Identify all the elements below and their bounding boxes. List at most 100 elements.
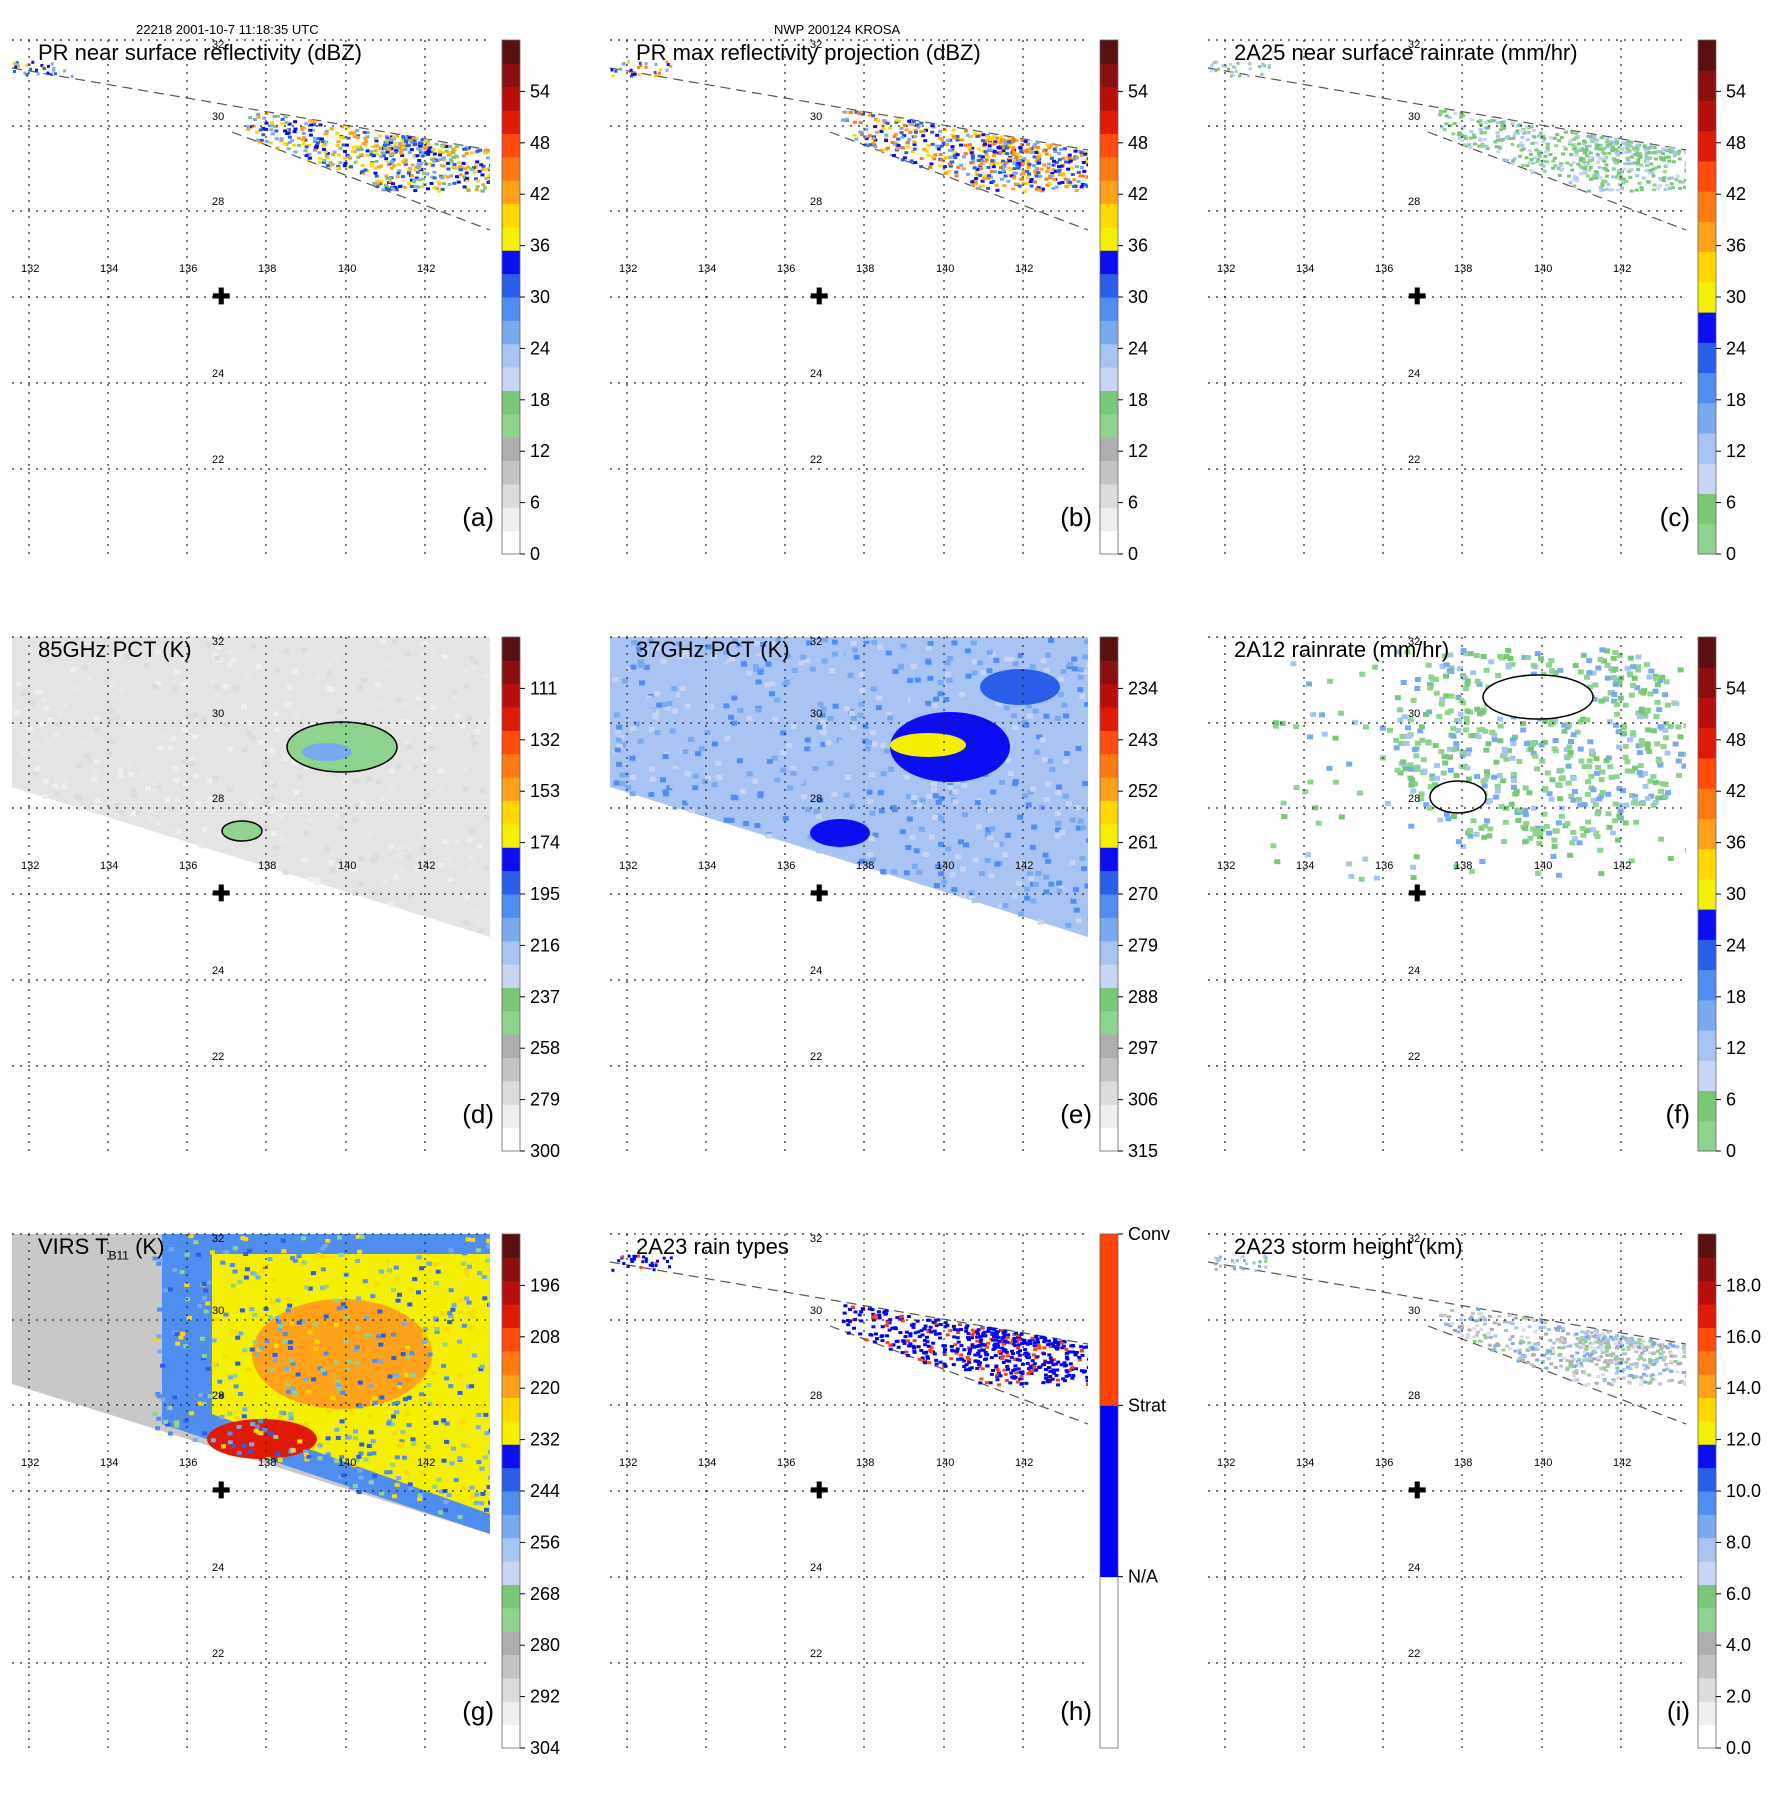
colorbar-tick-label: 36 [1128,236,1148,256]
lon-label: 140 [936,860,954,872]
plus-icon: ✚ [212,881,230,906]
panel-label: (g) [462,1696,494,1727]
panel-label: (a) [462,502,494,533]
colorbar-segment [502,1584,520,1608]
colorbar-tick-label: 0 [1726,544,1736,564]
colorbar-tick-label: 279 [530,1090,560,1110]
colorbar-segment [1100,1104,1118,1128]
colorbar-tick-label: 12 [1726,1038,1746,1058]
colorbar-segment [1698,1351,1716,1375]
colorbar-segment [502,847,520,871]
colorbar-segment [1698,728,1716,759]
colorbar-segment [502,1104,520,1128]
colorbar-tick-label: 42 [530,184,550,204]
colorbar-tick-label: 0 [530,544,540,564]
lat-label: 22 [1408,1051,1420,1063]
panel-title: VIRS TB11 (K) [38,1234,164,1262]
colorbar-segment [502,1514,520,1538]
colorbar-segment [1100,754,1118,778]
lon-label: 134 [100,860,118,872]
lat-label: 30 [212,1305,224,1317]
colorbar-segment [1100,484,1118,508]
colorbar-segment [1698,1281,1716,1305]
colorbar-tick-label: 0 [1726,1141,1736,1161]
lon-label: 134 [1296,263,1314,275]
panel-title: 2A23 storm height (km) [1234,1234,1463,1260]
lon-label: 142 [417,263,435,275]
colorbar-segment [502,1081,520,1105]
colorbar-segment [1100,707,1118,731]
lon-label: 138 [258,1457,276,1469]
colorbar-segment [1698,1304,1716,1328]
colorbar-tick-label: 216 [530,935,560,955]
panel-title: 2A12 rainrate (mm/hr) [1234,637,1449,663]
colorbar-segment [502,1678,520,1702]
lat-label: 28 [212,1390,224,1402]
lon-label: 136 [777,1457,795,1469]
colorbar-tick-label: 237 [530,987,560,1007]
lon-label: 134 [1296,860,1314,872]
plus-icon: ✚ [810,1478,828,1503]
lon-label: 142 [1613,1457,1631,1469]
colorbar-tick-label: 243 [1128,730,1158,750]
lat-label: 30 [810,1305,822,1317]
plus-icon: ✚ [212,1478,230,1503]
colorbar-tick-label: 24 [530,338,550,358]
colorbar-segment [502,367,520,391]
colorbar-segment [1698,161,1716,192]
colorbar-tick-label: 196 [530,1275,560,1295]
lon-label: 132 [619,263,637,275]
colorbar-tick-label: 279 [1128,935,1158,955]
colorbar-segment [502,1327,520,1351]
colorbar-segment [502,320,520,344]
colorbar-segment [502,1561,520,1585]
colorbar-segment [1100,390,1118,414]
colorbar-segment [1100,1011,1118,1035]
lat-label: 32 [810,1233,822,1245]
colorbar-segment [1698,818,1716,849]
lon-label: 132 [21,263,39,275]
lat-label: 28 [212,196,224,208]
colorbar-segment [502,40,520,64]
colorbar-segment [502,1398,520,1422]
lat-label: 30 [212,708,224,720]
panel-label: (h) [1060,1696,1092,1727]
colorbar-tick-label: 24 [1726,338,1746,358]
colorbar-segment [1698,1538,1716,1562]
colorbar-segment [1698,433,1716,464]
colorbar-segment [1698,403,1716,434]
colorbar-tick-label: N/A [1128,1567,1158,1587]
lat-label: 24 [212,965,224,977]
plus-icon: ✚ [810,284,828,309]
lat-label: 30 [1408,708,1420,720]
lat-label: 30 [1408,1305,1420,1317]
lat-label: 22 [1408,1648,1420,1660]
colorbar-segment [1100,110,1118,134]
colorbar-tick-label: 268 [530,1584,560,1604]
colorbar-tick-label: 48 [1726,730,1746,750]
colorbar-segment [1698,697,1716,728]
colorbar-segment [1100,437,1118,461]
colorbar-segment [502,917,520,941]
colorbar-tick-label: 48 [1128,133,1148,153]
colorbar-segment [1698,1491,1716,1515]
colorbar-segment [502,204,520,228]
colorbar-tick-label: 42 [1726,781,1746,801]
colorbar-segment [1100,894,1118,918]
lat-label: 22 [212,454,224,466]
data-field [610,60,1094,230]
colorbar-tick-label: Conv [1128,1224,1170,1244]
colorbar-tick-label: 54 [1726,81,1746,101]
lon-label: 140 [1534,860,1552,872]
colorbar-segment [1100,824,1118,848]
colorbar-segment [502,437,520,461]
colorbar-segment [502,484,520,508]
colorbar-segment [502,1234,520,1258]
lon-label: 136 [179,263,197,275]
